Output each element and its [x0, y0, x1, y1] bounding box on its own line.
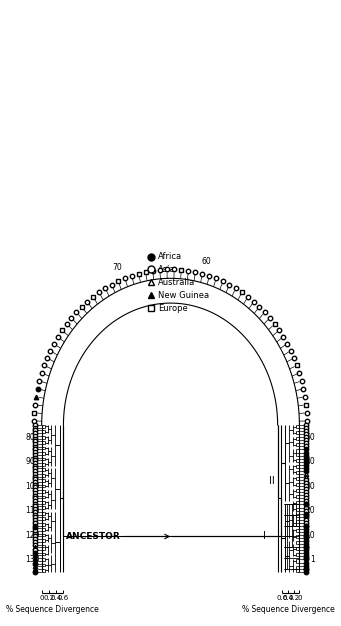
Text: 40: 40: [305, 457, 315, 466]
Text: 0: 0: [297, 595, 302, 602]
Text: 110: 110: [25, 506, 40, 515]
Text: I: I: [263, 531, 266, 541]
Text: 50: 50: [305, 433, 315, 442]
Text: 0.2: 0.2: [43, 595, 55, 602]
Text: 80: 80: [25, 433, 35, 442]
Text: 0.6: 0.6: [58, 595, 69, 602]
Text: 0: 0: [40, 595, 44, 602]
Text: ANCESTOR: ANCESTOR: [66, 532, 121, 541]
Text: 0.6: 0.6: [277, 595, 288, 602]
Text: 70: 70: [113, 263, 122, 272]
Text: Australia: Australia: [158, 278, 196, 287]
Text: 20: 20: [306, 506, 315, 515]
Text: % Sequence Divergence: % Sequence Divergence: [242, 605, 335, 614]
Text: 60: 60: [202, 257, 211, 265]
Text: 30: 30: [305, 481, 315, 491]
Text: 130: 130: [25, 555, 40, 564]
Text: 100: 100: [25, 481, 40, 491]
Text: % Sequence Divergence: % Sequence Divergence: [6, 605, 99, 614]
Text: 10: 10: [306, 530, 315, 540]
Text: Africa: Africa: [158, 252, 182, 261]
Text: Asia: Asia: [158, 265, 176, 274]
Text: 1: 1: [310, 555, 315, 564]
Text: 0.4: 0.4: [50, 595, 62, 602]
Text: New Guinea: New Guinea: [158, 290, 209, 300]
Text: II: II: [269, 476, 275, 486]
Text: 0.2: 0.2: [288, 595, 299, 602]
Text: Europe: Europe: [158, 304, 188, 312]
Text: 0.4: 0.4: [282, 595, 293, 602]
Text: 90: 90: [25, 457, 35, 466]
Text: 120: 120: [25, 530, 40, 540]
